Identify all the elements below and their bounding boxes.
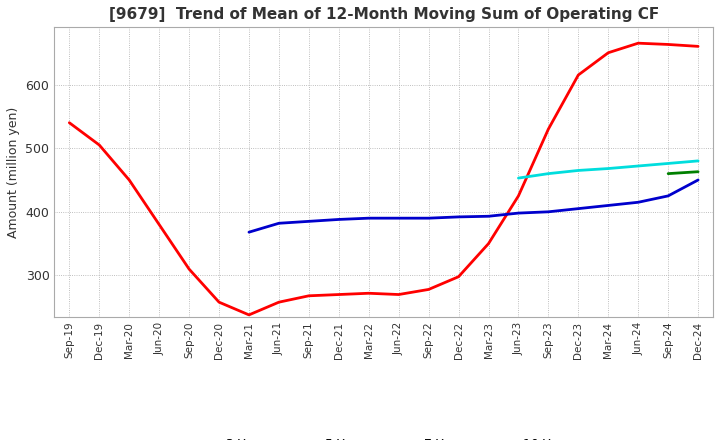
- Line: 7 Years: 7 Years: [518, 161, 698, 178]
- 5 Years: [604, 203, 613, 208]
- 7 Years: [634, 163, 642, 169]
- 7 Years: [604, 166, 613, 171]
- 7 Years: [544, 171, 553, 176]
- 5 Years: [245, 230, 253, 235]
- 3 Years: [215, 300, 223, 305]
- 7 Years: [694, 158, 703, 164]
- 3 Years: [185, 267, 194, 272]
- 5 Years: [664, 193, 672, 198]
- 5 Years: [335, 217, 343, 222]
- 3 Years: [245, 312, 253, 318]
- 3 Years: [335, 292, 343, 297]
- 7 Years: [514, 176, 523, 181]
- 3 Years: [364, 290, 373, 296]
- 5 Years: [514, 210, 523, 216]
- Line: 3 Years: 3 Years: [69, 43, 698, 315]
- 5 Years: [694, 177, 703, 183]
- 5 Years: [484, 214, 492, 219]
- 10 Years: [664, 171, 672, 176]
- 5 Years: [634, 200, 642, 205]
- 3 Years: [454, 274, 463, 279]
- Legend: 3 Years, 5 Years, 7 Years, 10 Years: 3 Years, 5 Years, 7 Years, 10 Years: [186, 433, 581, 440]
- 5 Years: [305, 219, 313, 224]
- 3 Years: [155, 222, 163, 227]
- 3 Years: [574, 72, 582, 77]
- Title: [9679]  Trend of Mean of 12-Month Moving Sum of Operating CF: [9679] Trend of Mean of 12-Month Moving …: [109, 7, 659, 22]
- 5 Years: [395, 216, 403, 221]
- 3 Years: [604, 50, 613, 55]
- 3 Years: [424, 287, 433, 292]
- 3 Years: [544, 126, 553, 132]
- 3 Years: [395, 292, 403, 297]
- 3 Years: [125, 177, 133, 183]
- Y-axis label: Amount (million yen): Amount (million yen): [7, 106, 20, 238]
- 5 Years: [454, 214, 463, 220]
- 3 Years: [305, 293, 313, 298]
- 5 Years: [364, 216, 373, 221]
- 7 Years: [574, 168, 582, 173]
- 3 Years: [65, 120, 73, 125]
- 3 Years: [95, 143, 104, 148]
- 3 Years: [484, 241, 492, 246]
- 3 Years: [274, 300, 283, 305]
- 5 Years: [424, 216, 433, 221]
- 5 Years: [544, 209, 553, 214]
- 3 Years: [634, 40, 642, 46]
- 3 Years: [664, 42, 672, 47]
- 5 Years: [574, 206, 582, 211]
- 10 Years: [694, 169, 703, 174]
- 3 Years: [694, 44, 703, 49]
- Line: 5 Years: 5 Years: [249, 180, 698, 232]
- 7 Years: [664, 161, 672, 166]
- 3 Years: [514, 193, 523, 198]
- Line: 10 Years: 10 Years: [668, 172, 698, 174]
- 5 Years: [274, 220, 283, 226]
